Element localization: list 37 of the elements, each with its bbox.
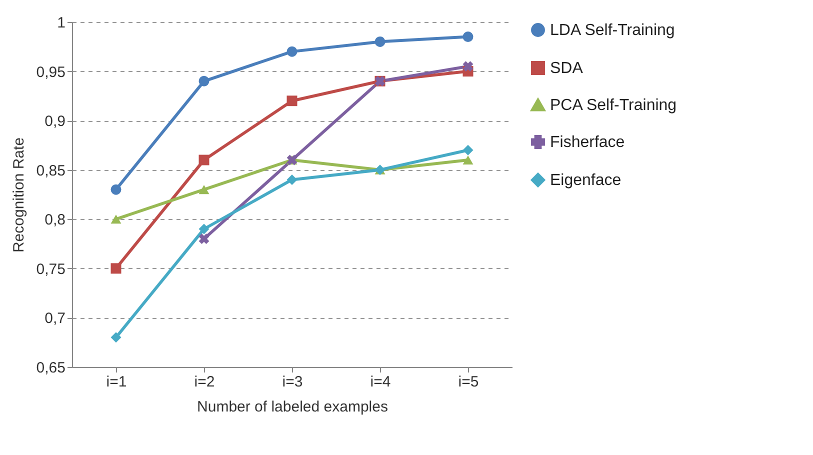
y-tick-label: 0,85	[36, 162, 66, 180]
point	[198, 185, 210, 194]
point	[110, 332, 122, 343]
y-axis-title: Recognition Rate	[10, 137, 28, 253]
point	[198, 224, 210, 234]
point	[462, 155, 474, 165]
legend-label: SDA	[550, 60, 584, 77]
point	[110, 184, 122, 195]
x-tick-label: i=1	[106, 374, 127, 390]
point	[110, 214, 122, 224]
legend-label: PCA Self-Training	[550, 97, 677, 114]
y-tick-label: 0,8	[44, 212, 66, 229]
x-tick-label: i=4	[370, 374, 391, 390]
point	[198, 234, 210, 244]
legend-label: Eigenface	[550, 172, 622, 189]
y-tick-label: 0,95	[36, 64, 66, 81]
y-tick-label: 0,75	[36, 260, 66, 278]
x-tick-label: i=5	[458, 374, 479, 390]
point	[286, 96, 298, 106]
x-tick-label: i=2	[194, 374, 215, 390]
legend-label: Fisherface	[550, 134, 625, 151]
point	[198, 154, 210, 166]
point	[462, 144, 474, 156]
y-tick-label: 0,65	[36, 360, 66, 376]
point	[374, 36, 386, 47]
x-axis-title: Number of labeled examples	[197, 398, 388, 416]
point	[110, 263, 122, 274]
x-tick-label: i=3	[282, 374, 303, 390]
point	[286, 174, 298, 185]
point	[198, 76, 210, 86]
point	[462, 61, 474, 72]
point	[462, 32, 474, 42]
legend-label: LDA Self-Training	[550, 22, 675, 39]
y-tick-label: 0,7	[44, 310, 66, 328]
y-tick-label: 0,9	[44, 113, 66, 130]
point	[286, 46, 298, 57]
y-tick-label: 1	[57, 14, 66, 32]
